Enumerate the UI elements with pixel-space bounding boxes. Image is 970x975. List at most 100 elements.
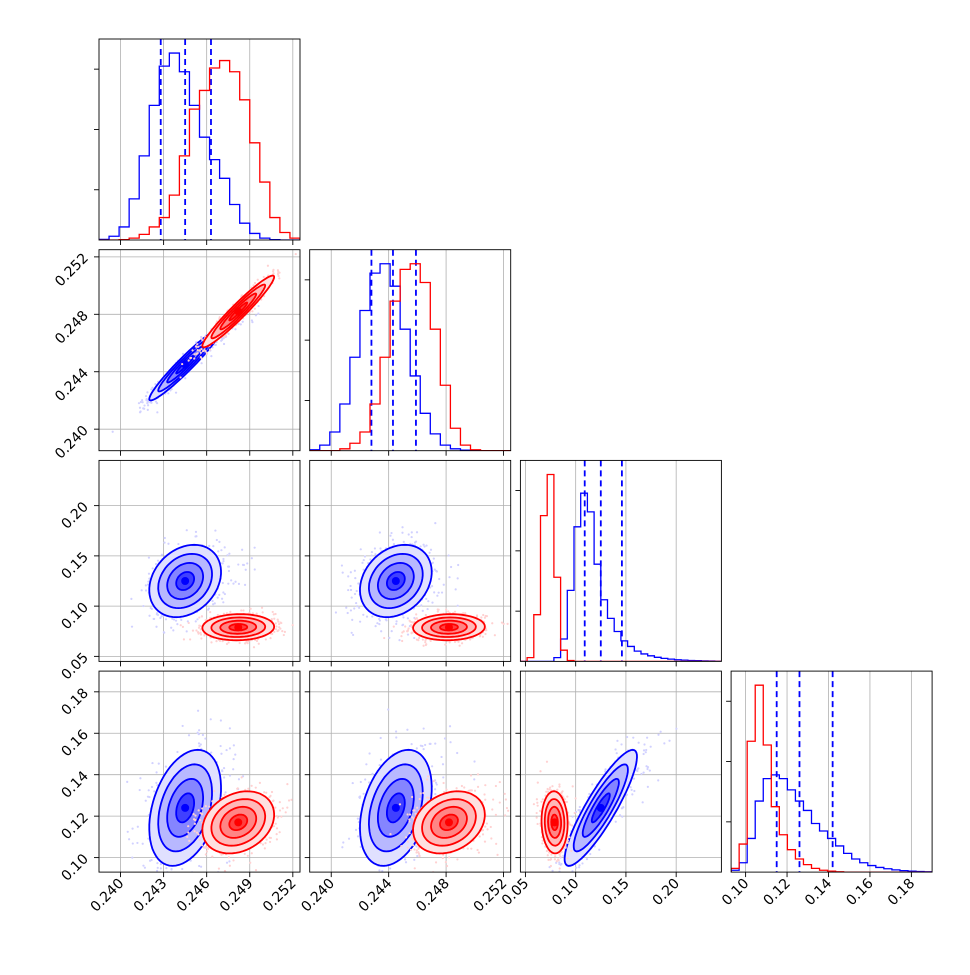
scatter-point	[403, 541, 405, 543]
scatter-point	[375, 625, 377, 627]
scatter-point	[181, 878, 183, 880]
scatter-point	[352, 634, 354, 636]
scatter-point	[146, 391, 148, 393]
scatter-point	[217, 614, 219, 616]
scatter-point	[157, 560, 159, 562]
scatter-point	[131, 828, 133, 830]
scatter-point	[407, 629, 409, 631]
scatter-point	[139, 407, 141, 409]
scatter-point	[445, 609, 447, 611]
scatter-point	[402, 616, 404, 618]
scatter-point	[261, 607, 263, 609]
scatter-point	[201, 357, 203, 359]
scatter-point	[198, 729, 200, 731]
scatter-point	[132, 842, 134, 844]
scatter-point	[229, 611, 231, 613]
scatter-point	[277, 629, 279, 631]
y-tick-label: 0.05	[58, 650, 91, 683]
scatter-point	[422, 645, 424, 647]
y-tick-label: 0.15	[58, 549, 91, 582]
scatter-point	[413, 637, 415, 639]
scatter-point	[246, 562, 248, 564]
scatter-point	[128, 838, 130, 840]
scatter-point	[454, 641, 456, 643]
scatter-point	[425, 598, 427, 600]
scatter-point	[150, 859, 152, 861]
scatter-point	[254, 547, 256, 549]
panel-2-1	[305, 460, 511, 666]
scatter-point	[438, 592, 440, 594]
scatter-point	[229, 775, 231, 777]
scatter-point	[192, 630, 194, 632]
scatter-point	[407, 617, 409, 619]
scatter-point	[153, 618, 155, 620]
scatter-point	[278, 277, 280, 279]
scatter-point	[163, 631, 165, 633]
scatter-point	[443, 584, 445, 586]
scatter-point	[350, 589, 352, 591]
scatter-point	[257, 279, 259, 281]
scatter-point	[226, 643, 228, 645]
scatter-point	[139, 789, 141, 791]
scatter-point	[359, 621, 361, 623]
scatter-point	[187, 879, 189, 881]
scatter-point	[411, 536, 413, 538]
scatter-point	[415, 613, 417, 615]
scatter-point	[263, 276, 265, 278]
scatter-point	[137, 826, 139, 828]
scatter-point	[152, 567, 154, 569]
scatter-point	[272, 611, 274, 613]
scatter-point	[281, 630, 283, 632]
scatter-point	[274, 613, 276, 615]
scatter-point	[422, 544, 424, 546]
scatter-point	[398, 639, 400, 641]
scatter-point	[180, 624, 182, 626]
scatter-point	[238, 583, 240, 585]
scatter-point	[225, 791, 227, 793]
scatter-point	[410, 624, 412, 626]
scatter-point	[431, 585, 433, 587]
scatter-point	[234, 581, 236, 583]
scatter-point	[222, 601, 224, 603]
scatter-point	[169, 891, 171, 893]
scatter-point	[233, 758, 235, 760]
scatter-point	[258, 643, 260, 645]
scatter-point	[395, 620, 397, 622]
scatter-point	[173, 618, 175, 620]
scatter-point	[401, 640, 403, 642]
scatter-point	[457, 605, 459, 607]
scatter-point	[424, 641, 426, 643]
y-tick-label: 0.248	[52, 308, 92, 348]
scatter-point	[418, 637, 420, 639]
scatter-point	[200, 338, 202, 340]
scatter-point	[358, 607, 360, 609]
scatter-point	[283, 634, 285, 636]
scatter-point	[193, 353, 195, 355]
scatter-point	[245, 569, 247, 571]
scatter-point	[148, 557, 150, 559]
scatter-point	[347, 575, 349, 577]
scatter-point	[196, 352, 198, 354]
scatter-point	[149, 401, 151, 403]
scatter-point	[138, 402, 140, 404]
scatter-point	[345, 607, 347, 609]
y-tick-label: 0.244	[52, 365, 92, 405]
scatter-point	[188, 359, 190, 361]
scatter-point	[422, 639, 424, 641]
scatter-point	[272, 272, 274, 274]
scatter-point	[209, 349, 211, 351]
scatter-point	[411, 531, 413, 533]
scatter-point	[265, 638, 267, 640]
scatter-point	[148, 789, 150, 791]
scatter-point	[455, 588, 457, 590]
scatter-point	[169, 389, 171, 391]
density-peak-blue	[392, 577, 400, 585]
scatter-point	[409, 620, 411, 622]
scatter-point	[182, 884, 184, 886]
scatter-point	[241, 549, 243, 551]
scatter-point	[169, 880, 171, 882]
scatter-point	[196, 343, 198, 345]
scatter-point	[454, 611, 456, 613]
scatter-point	[272, 270, 274, 272]
scatter-point	[438, 578, 440, 580]
